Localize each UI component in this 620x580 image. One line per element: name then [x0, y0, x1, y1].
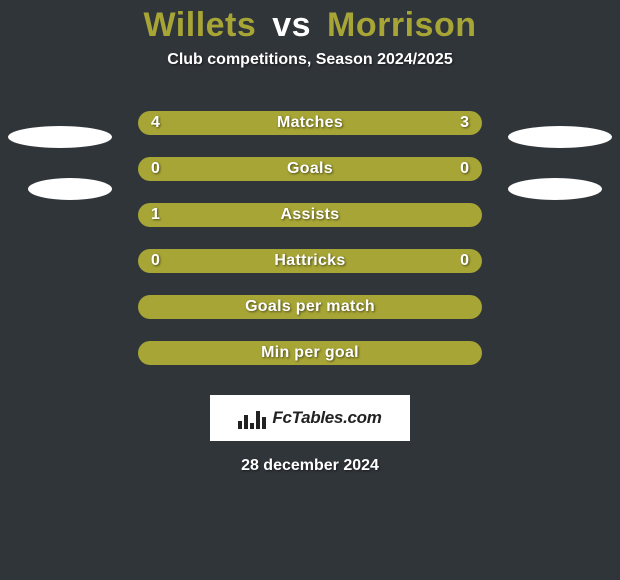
stat-row: Goals per match — [0, 295, 620, 341]
stat-label: Hattricks — [274, 252, 345, 270]
stat-bar: Min per goal — [138, 341, 482, 365]
badge-text: FcTables.com — [272, 408, 381, 428]
stat-bar: Hattricks — [138, 249, 482, 273]
stat-value-left: 0 — [151, 249, 160, 273]
player-a-name: Willets — [144, 6, 257, 44]
stats-chart: Matches43Goals00Assists1Hattricks00Goals… — [0, 111, 620, 387]
stat-value-right: 0 — [460, 157, 469, 181]
stat-label: Assists — [280, 206, 339, 224]
stat-bar: Goals — [138, 157, 482, 181]
stat-value-left: 4 — [151, 111, 160, 135]
stat-value-left: 0 — [151, 157, 160, 181]
stat-label: Matches — [277, 114, 343, 132]
date-text: 28 december 2024 — [0, 457, 620, 475]
stat-label: Min per goal — [261, 344, 359, 362]
subtitle: Club competitions, Season 2024/2025 — [0, 51, 620, 69]
stat-label: Goals per match — [245, 298, 375, 316]
stat-row: Assists 1 — [0, 203, 620, 249]
stat-row: Goals 0 0 — [0, 157, 620, 203]
stat-row: Hattricks 0 0 — [0, 249, 620, 295]
stat-bar: Matches — [138, 111, 482, 135]
stat-value-left: 1 — [151, 203, 160, 227]
stat-value-right: 3 — [460, 111, 469, 135]
stat-bar: Goals per match — [138, 295, 482, 319]
stat-value-right: 0 — [460, 249, 469, 273]
stat-row: Matches 4 3 — [0, 111, 620, 157]
player-b-name: Morrison — [327, 6, 476, 44]
fctables-badge: FcTables.com — [210, 395, 410, 441]
stat-bar: Assists — [138, 203, 482, 227]
comparison-title: Willets vs Morrison — [0, 0, 620, 45]
bar-chart-icon — [238, 407, 266, 429]
stat-row: Min per goal — [0, 341, 620, 387]
stat-label: Goals — [287, 160, 333, 178]
vs-text: vs — [272, 6, 311, 44]
